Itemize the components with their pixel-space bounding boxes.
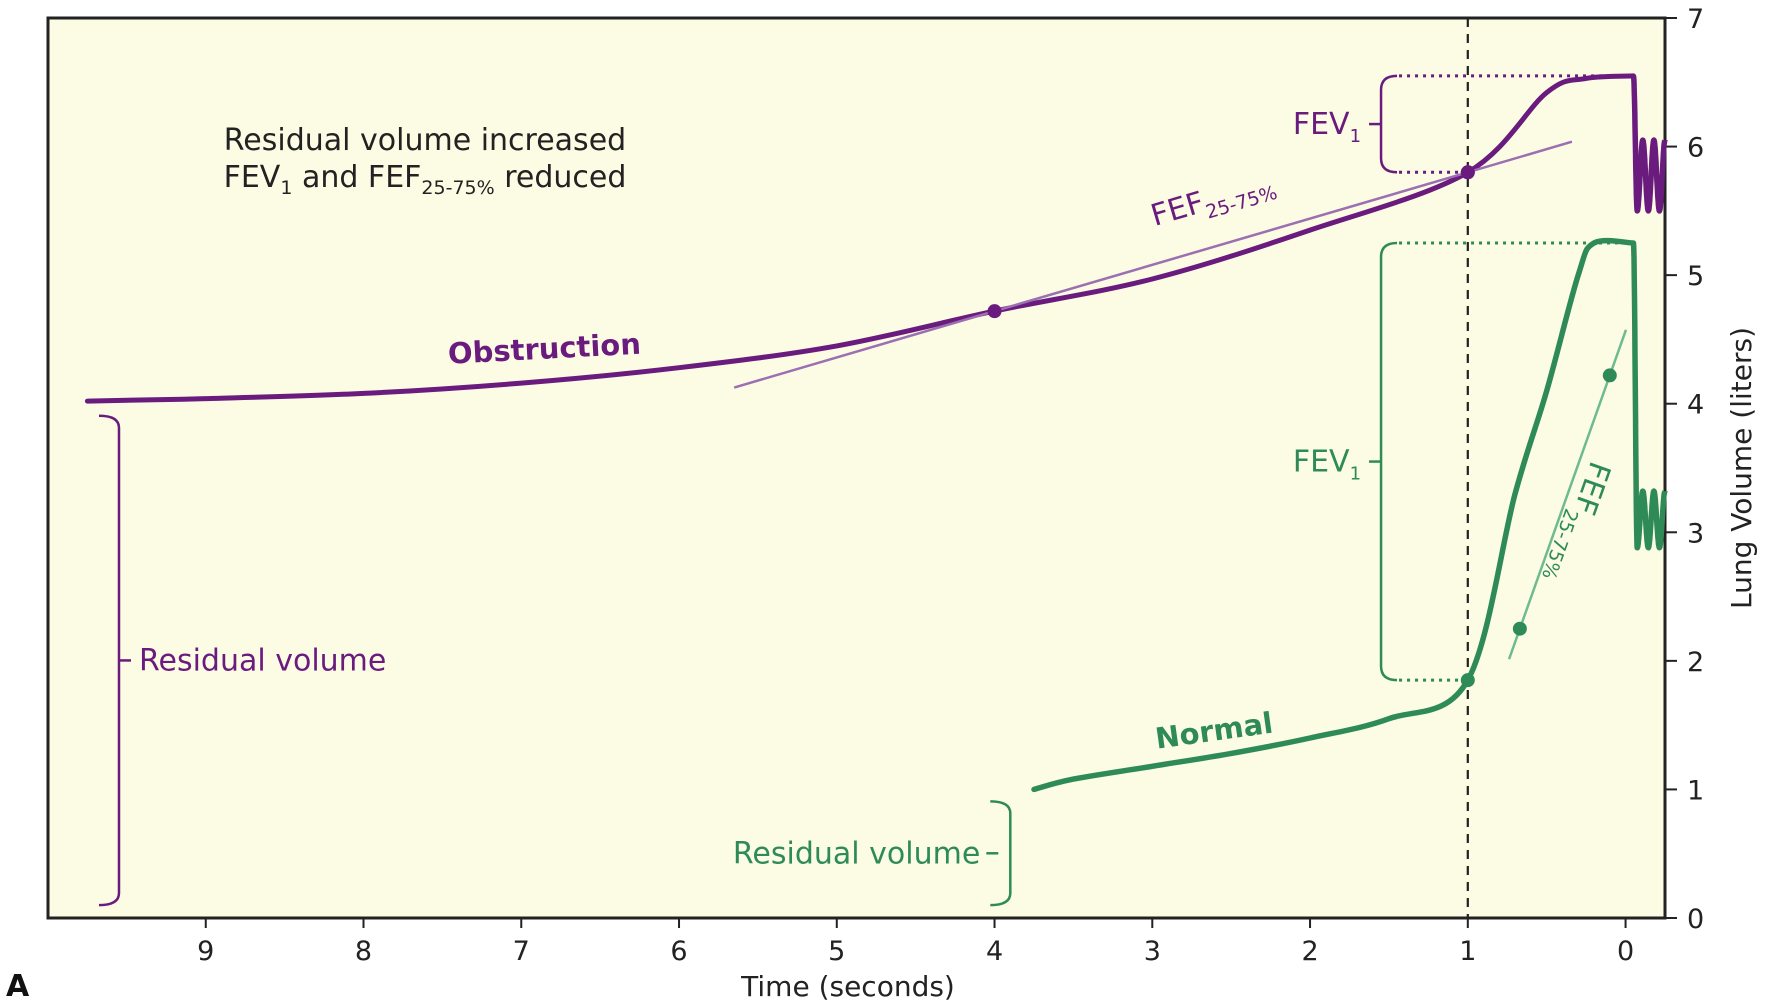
fev1-bracket xyxy=(1379,74,1398,174)
x-tick-label: 6 xyxy=(670,936,687,967)
x-tick-label: 8 xyxy=(355,936,372,967)
y-axis: 0 1 2 3 4 5 6 7 xyxy=(1665,4,1704,935)
fev1-point xyxy=(1460,673,1475,688)
y-tick-label: 3 xyxy=(1687,518,1704,549)
x-tick-label: 3 xyxy=(1144,936,1161,967)
curve-normal xyxy=(1031,237,1637,793)
fef-point xyxy=(1602,368,1617,383)
fev1-label: FEV1 xyxy=(1293,445,1361,485)
plot-area xyxy=(46,16,1667,920)
tidal-breathing-normal xyxy=(1630,242,1668,551)
residual-volume-label: Residual volume xyxy=(139,643,386,678)
x-tick-label: 5 xyxy=(828,936,845,967)
y-tick-label: 1 xyxy=(1687,775,1704,806)
x-tick-label: 2 xyxy=(1301,936,1318,967)
fef-point xyxy=(987,304,1002,319)
x-tick-label: 0 xyxy=(1617,936,1634,967)
fef-point xyxy=(1512,621,1527,636)
annotation: Residual volume increased FEV1 and FEF25… xyxy=(224,123,627,199)
y-tick-label: 0 xyxy=(1687,904,1704,935)
x-axis-title: Time (seconds) xyxy=(740,970,955,1003)
fef-line-obstruction xyxy=(733,140,1573,389)
residual-volume-bracket xyxy=(98,414,121,907)
x-tick-label: 4 xyxy=(986,936,1003,967)
fev1-bracket xyxy=(1379,241,1398,682)
fef-line-normal xyxy=(1507,329,1628,660)
x-tick-label: 7 xyxy=(513,936,530,967)
x-axis: 9 8 7 6 5 4 3 2 1 0 xyxy=(197,918,1634,967)
y-axis-title: Lung Volume (liters) xyxy=(1725,327,1758,609)
y-tick-label: 2 xyxy=(1687,647,1704,678)
curve-obstruction xyxy=(84,73,1636,404)
panel-label: A xyxy=(6,969,30,1004)
residual-volume-label: Residual volume xyxy=(733,836,980,871)
fev1-point xyxy=(1460,165,1475,180)
x-tick-label: 9 xyxy=(197,936,214,967)
y-tick-label: 6 xyxy=(1687,133,1704,164)
fev1-label: FEV1 xyxy=(1293,107,1361,147)
residual-volume-bracket xyxy=(990,800,1012,907)
y-tick-label: 4 xyxy=(1687,390,1704,421)
x-tick-label: 1 xyxy=(1459,936,1476,967)
annotation-line-1: Residual volume increased xyxy=(224,123,626,158)
y-tick-label: 7 xyxy=(1687,4,1704,35)
tidal-breathing-obstruction xyxy=(1630,74,1668,214)
y-tick-label: 5 xyxy=(1687,261,1704,292)
annotation-line-2: FEV1 and FEF25-75% reduced xyxy=(224,160,627,199)
